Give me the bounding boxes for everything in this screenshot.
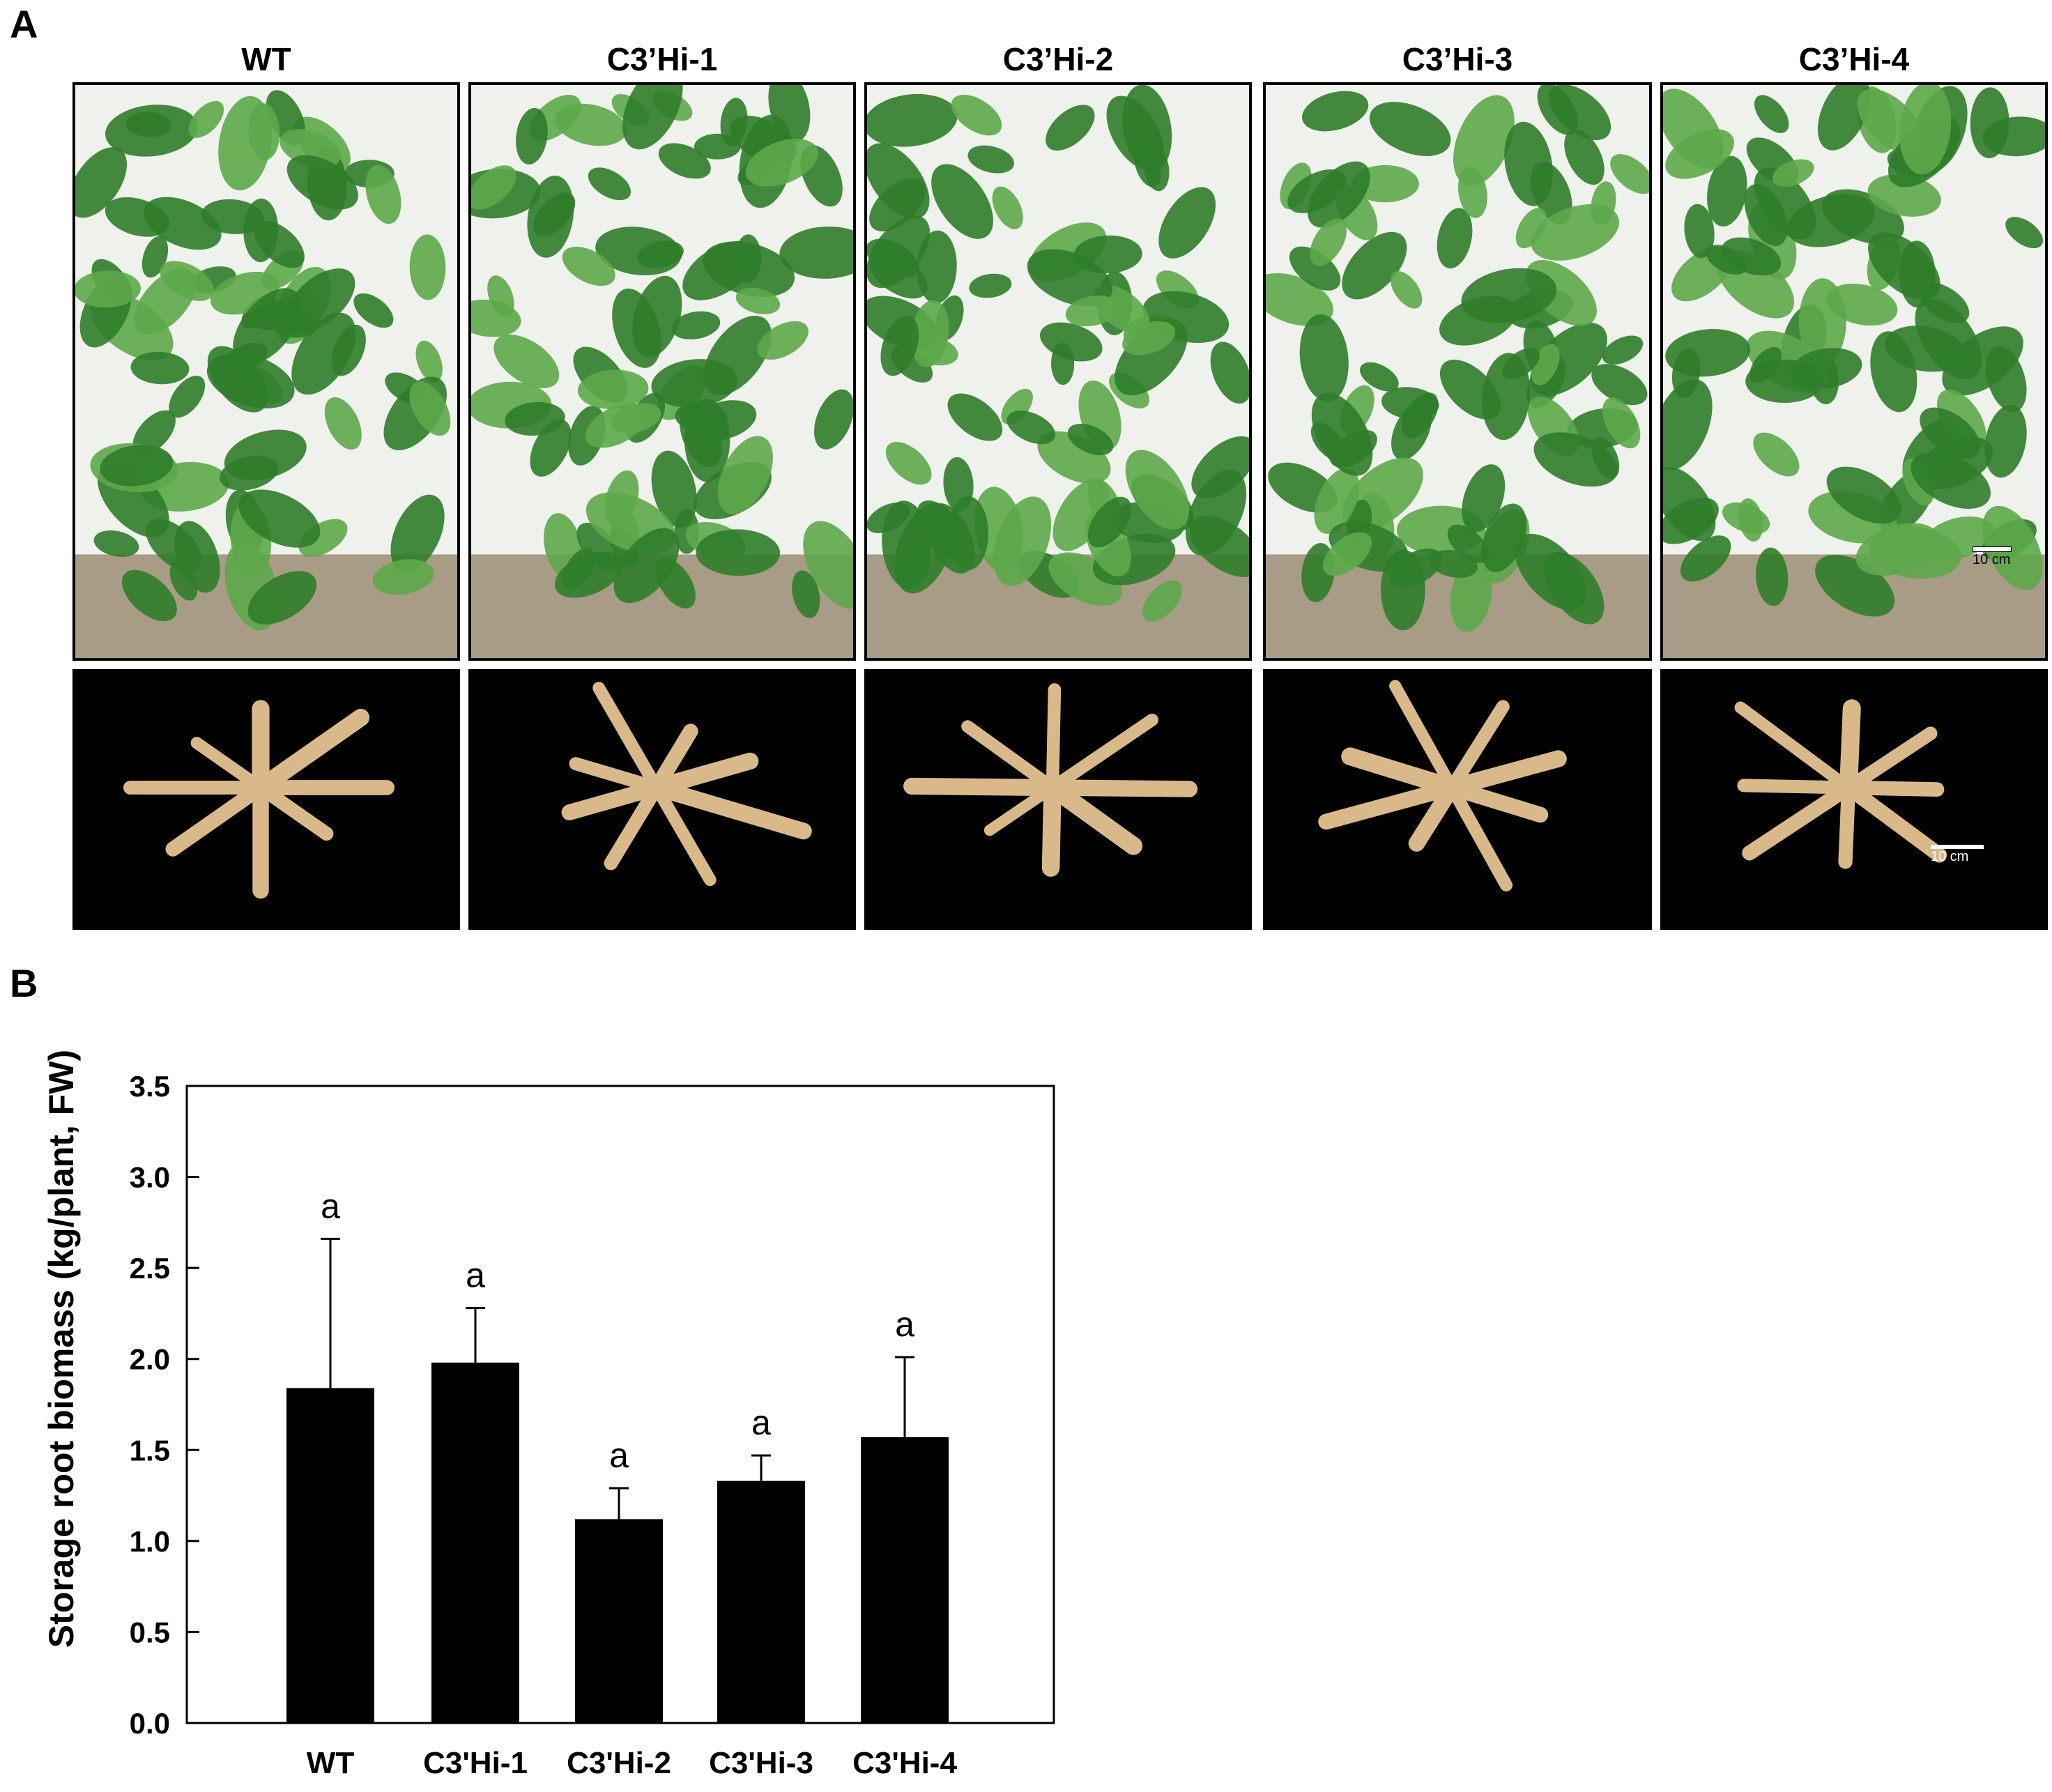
root-photo: [72, 669, 460, 930]
genotype-label: WT: [241, 41, 291, 77]
plant-illustration: [471, 85, 853, 658]
panel-b-letter: B: [10, 961, 38, 1005]
plant-photo: [864, 82, 1252, 661]
plant-illustration: [867, 85, 1249, 658]
y-axis-label: Storage root biomass (kg/plant, FW): [42, 1050, 81, 1648]
y-tick-label: 2.5: [130, 1252, 170, 1285]
y-tick-label: 3.0: [130, 1161, 170, 1194]
genotype-label: C3’Hi-2: [1002, 41, 1114, 77]
genotype-label: C3’Hi-1: [606, 41, 718, 77]
root-illustration: [561, 682, 812, 887]
y-tick-label: 2.0: [130, 1343, 170, 1376]
panel-a-letter: A: [10, 2, 38, 46]
root-photo: [468, 669, 856, 930]
significance-label: a: [895, 1305, 914, 1344]
genotype-label: C3’Hi-4: [1798, 41, 1910, 77]
significance-label: a: [321, 1186, 340, 1225]
bar: [717, 1480, 805, 1723]
biomass-bar-chart: 0.0 0.5 1.0 1.5 2.0 2.5 3.0 3.5 Storage root bio…: [42, 1050, 1055, 1780]
root-scale-bar: 10 cm: [1931, 845, 1984, 865]
y-tick-label: 0.0: [130, 1707, 170, 1740]
plant-photo: [72, 82, 460, 661]
plant-illustration: [1663, 85, 2045, 658]
plant-photo: [468, 82, 856, 661]
x-tick-label: C3'Hi-1: [423, 1746, 528, 1780]
root-photo: [864, 669, 1252, 930]
bar: [861, 1437, 949, 1723]
significance-label: a: [466, 1256, 485, 1295]
root-photo: [1660, 669, 2048, 930]
bar: [431, 1362, 519, 1723]
bar: [286, 1388, 374, 1723]
bar: [575, 1519, 663, 1723]
root-illustration: [1734, 699, 1947, 869]
plant-scale-bar: 10 cm: [1973, 546, 2012, 568]
significance-label: a: [609, 1436, 629, 1475]
significance-label: a: [751, 1403, 771, 1442]
genotype-label: C3’Hi-3: [1402, 41, 1513, 77]
plant-photo: [1263, 82, 1652, 661]
plant-illustration: [1266, 85, 1649, 658]
y-tick-label: 3.5: [130, 1070, 170, 1103]
root-scale-label: 10 cm: [1931, 849, 1969, 864]
x-tick-label: WT: [307, 1746, 355, 1780]
plant-scale-label: 10 cm: [1973, 552, 2011, 567]
plant-photo: [1660, 82, 2048, 661]
x-tick-label: C3'Hi-4: [852, 1746, 957, 1780]
root-illustration: [1318, 680, 1567, 891]
y-tick-label: 0.5: [130, 1616, 170, 1648]
root-illustration: [123, 700, 395, 899]
x-tick-label: C3'Hi-3: [709, 1746, 813, 1780]
root-photo: [1263, 669, 1652, 930]
root-illustration: [903, 683, 1198, 877]
y-tick-label: 1.5: [130, 1434, 170, 1466]
y-tick-label: 1.0: [130, 1525, 170, 1558]
plant-illustration: [75, 85, 457, 658]
x-tick-label: C3'Hi-2: [567, 1746, 671, 1780]
